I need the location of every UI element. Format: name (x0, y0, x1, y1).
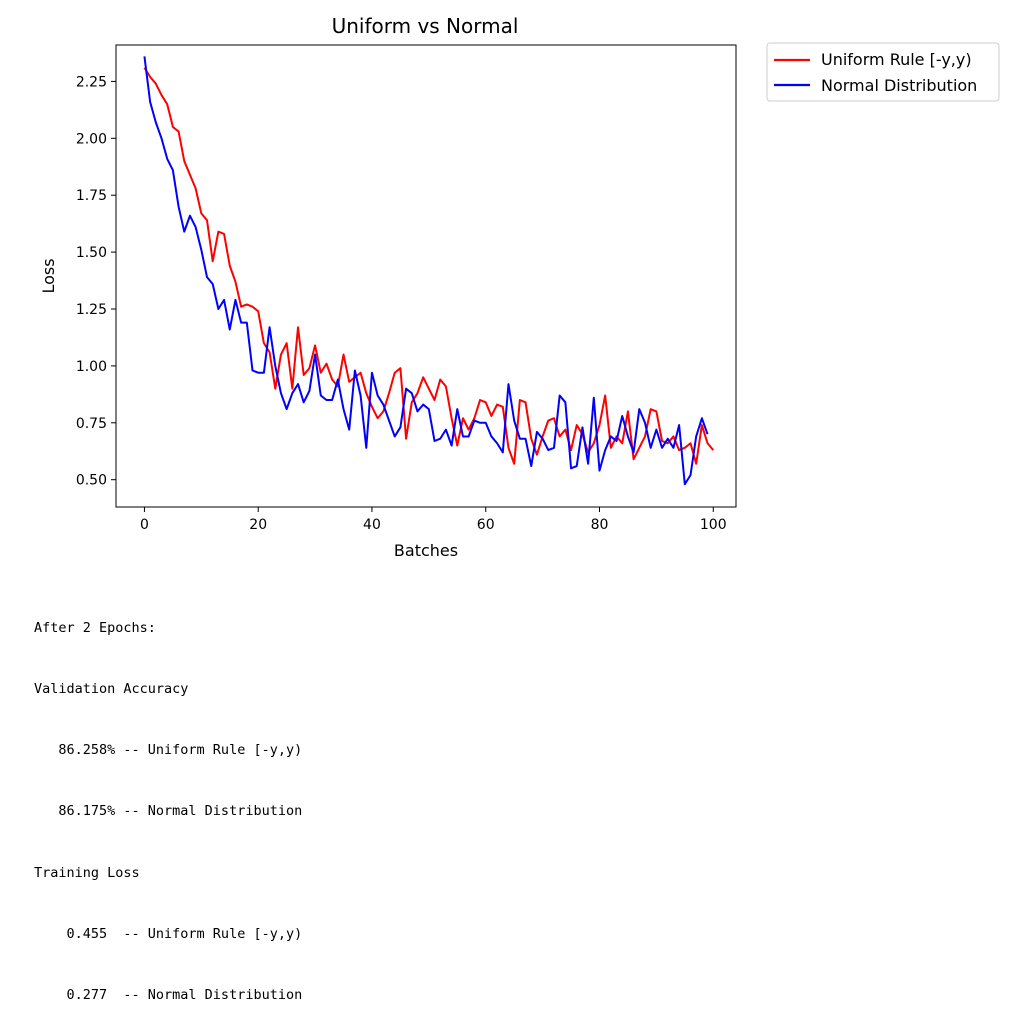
loss-chart: Uniform vs Normal 0 20 40 60 80 100 0.50 0.75 1… (39, 14, 1000, 560)
x-tick-label: 80 (591, 517, 609, 533)
legend-box (766, 42, 1000, 102)
series-line-normal (143, 56, 709, 486)
x-tick-label: 40 (363, 517, 381, 533)
x-axis: 0 20 40 60 80 100 (140, 507, 727, 533)
chart-title: Uniform vs Normal (332, 14, 519, 38)
output-line: Validation Accuracy (34, 681, 189, 698)
y-tick-label: 0.50 (76, 473, 107, 489)
y-axis: 0.50 0.75 1.00 1.25 1.50 1.75 2.00 2.25 (76, 74, 116, 489)
y-tick-label: 2.00 (76, 131, 107, 147)
x-tick-label: 60 (477, 517, 495, 533)
y-tick-label: 1.75 (76, 188, 107, 204)
y-axis-label: Loss (39, 258, 58, 293)
series-lines (143, 56, 715, 486)
output-line: After 2 Epochs: (34, 619, 156, 636)
output-line: 0.455 -- Uniform Rule [-y,y) (34, 925, 303, 942)
output-line: Training Loss (34, 864, 140, 881)
legend-uniform-label: Uniform Rule [-y,y) (821, 50, 972, 69)
x-tick-label: 100 (700, 517, 727, 533)
output-line: 0.277 -- Normal Distribution (34, 987, 303, 1004)
x-axis-label: Batches (394, 541, 458, 560)
y-tick-label: 1.25 (76, 302, 107, 318)
plot-area (115, 44, 737, 508)
y-tick-label: 0.75 (76, 416, 107, 432)
y-tick-label: 2.25 (76, 74, 107, 90)
output-line: 86.175% -- Normal Distribution (34, 803, 303, 820)
output-line: 86.258% -- Uniform Rule [-y,y) (34, 742, 303, 759)
series-line-uniform (143, 67, 715, 465)
x-tick-label: 0 (140, 517, 149, 533)
x-tick-label: 20 (249, 517, 267, 533)
y-tick-label: 1.50 (76, 245, 107, 261)
training-output: After 2 Epochs: Validation Accuracy 86.2… (34, 577, 302, 1026)
legend: Uniform Rule [-y,y) Normal Distribution (766, 42, 1000, 102)
y-tick-label: 1.00 (76, 359, 107, 375)
legend-normal-label: Normal Distribution (821, 76, 977, 95)
